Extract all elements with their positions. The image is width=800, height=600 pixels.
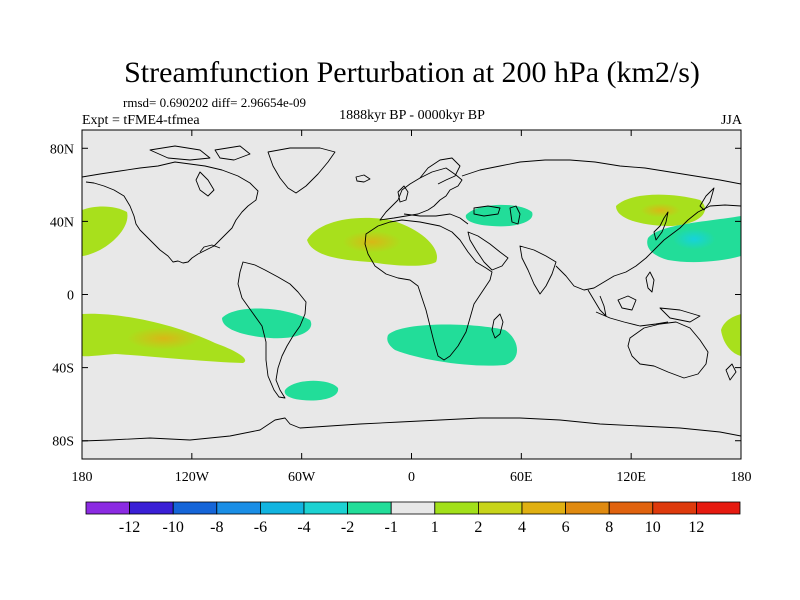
colorbar-box bbox=[216, 501, 261, 515]
season-label: JJA bbox=[721, 113, 743, 128]
colorbar-label: -10 bbox=[163, 519, 184, 536]
anomaly-south-america-east bbox=[222, 308, 312, 339]
coast-japan bbox=[653, 211, 669, 241]
y-tick-label: 40N bbox=[50, 215, 74, 230]
coast-africa bbox=[364, 219, 493, 361]
anomaly-east-siberia bbox=[616, 194, 705, 226]
coast-indonesia bbox=[595, 295, 701, 327]
colorbar-box bbox=[477, 501, 523, 515]
coastlines bbox=[82, 145, 741, 442]
coast-britain bbox=[397, 185, 409, 203]
coast-caspian bbox=[509, 205, 521, 225]
coast-madagascar bbox=[491, 313, 504, 339]
coast-black-sea bbox=[473, 205, 501, 217]
coast-north-america bbox=[82, 161, 259, 264]
coast-southeast-asia bbox=[587, 289, 607, 317]
coast-hudson bbox=[195, 171, 215, 197]
colorbar-label: 12 bbox=[688, 519, 704, 536]
y-axis: 80N 40N 0 40S 80S bbox=[50, 142, 741, 450]
colorbar-box bbox=[172, 501, 218, 515]
colorbar-box bbox=[652, 501, 697, 515]
experiment-label: Expt = tFME4-tfmea bbox=[82, 113, 200, 128]
colorbar-label: 1 bbox=[431, 519, 439, 536]
coast-south-america bbox=[237, 261, 307, 399]
colorbar-box bbox=[608, 501, 654, 515]
y-tick-label: 0 bbox=[67, 289, 74, 304]
colorbar-label: 4 bbox=[518, 519, 526, 536]
y-tick-label: 80N bbox=[50, 142, 74, 157]
colorbar-label: -1 bbox=[385, 519, 398, 536]
coast-new-zealand bbox=[725, 363, 737, 381]
colorbar-label: -12 bbox=[119, 519, 140, 536]
coast-arctic-islands bbox=[149, 145, 251, 161]
anomaly-southern-africa bbox=[387, 324, 518, 366]
x-tick-label: 180 bbox=[72, 470, 93, 485]
coast-kamchatka bbox=[699, 187, 715, 211]
coast-scandinavia bbox=[419, 157, 461, 185]
anomaly-south-pacific-east bbox=[82, 313, 246, 363]
coast-antarctica bbox=[82, 417, 741, 442]
colorbar-box bbox=[85, 501, 130, 515]
colorbar-label: -2 bbox=[341, 519, 354, 536]
anomaly-southern-ocean bbox=[284, 380, 339, 401]
coast-iceland bbox=[355, 174, 371, 183]
coast-greenland bbox=[267, 147, 336, 194]
colorbar-box bbox=[696, 501, 741, 515]
x-tick-label: 0 bbox=[408, 470, 415, 485]
colorbar-box bbox=[303, 501, 348, 515]
colorbar-label: -4 bbox=[297, 519, 310, 536]
period-label: 1888kyr BP - 0000kyr BP bbox=[339, 108, 485, 123]
colorbar-label: -8 bbox=[210, 519, 223, 536]
colorbar-box bbox=[521, 501, 566, 515]
map-background bbox=[82, 130, 741, 459]
coast-arabia bbox=[467, 231, 509, 271]
x-tick-label: 60W bbox=[288, 470, 316, 485]
figure-title: Streamfunction Perturbation at 200 hPa (… bbox=[124, 56, 700, 89]
colorbar-box bbox=[390, 501, 436, 515]
x-tick-label: 180 bbox=[731, 470, 752, 485]
coast-asia bbox=[461, 159, 741, 291]
colorbar-box bbox=[129, 501, 174, 515]
colorbar-label: 6 bbox=[562, 519, 570, 536]
colorbar-box bbox=[434, 501, 479, 515]
x-tick-label: 60E bbox=[510, 470, 533, 485]
colorbar-label: 8 bbox=[605, 519, 613, 536]
anomaly-north-pacific-east bbox=[82, 206, 128, 256]
y-tick-label: 80S bbox=[52, 435, 74, 450]
x-tick-label: 120E bbox=[616, 470, 646, 485]
colorbar-box bbox=[565, 501, 610, 515]
coast-philippines bbox=[645, 271, 655, 293]
anomaly-north-atlantic bbox=[307, 217, 437, 266]
anomaly-north-west-pacific bbox=[647, 216, 741, 263]
colorbar-label: 10 bbox=[645, 519, 661, 536]
coast-india bbox=[519, 245, 557, 295]
stats-label: rmsd= 0.690202 diff= 2.96654e-09 bbox=[123, 95, 306, 110]
anomaly-layer bbox=[82, 194, 741, 401]
colorbar-box bbox=[347, 501, 392, 515]
coast-gulf bbox=[199, 244, 221, 253]
colorbar: -12 -10 -8 -6 -4 -2 -1 1 2 4 6 8 10 12 bbox=[85, 501, 741, 536]
x-axis: 180 120W 60W 0 60E 120E 180 bbox=[72, 130, 752, 485]
colorbar-box bbox=[259, 501, 305, 515]
coast-mediterranean bbox=[403, 213, 469, 225]
coast-australia bbox=[627, 321, 709, 379]
anomaly-south-west-pacific bbox=[721, 314, 741, 356]
colorbar-label: -6 bbox=[254, 519, 267, 536]
y-tick-label: 40S bbox=[52, 362, 74, 377]
colorbar-label: 2 bbox=[474, 519, 482, 536]
anomaly-mediterranean bbox=[465, 204, 533, 227]
x-tick-label: 120W bbox=[175, 470, 210, 485]
